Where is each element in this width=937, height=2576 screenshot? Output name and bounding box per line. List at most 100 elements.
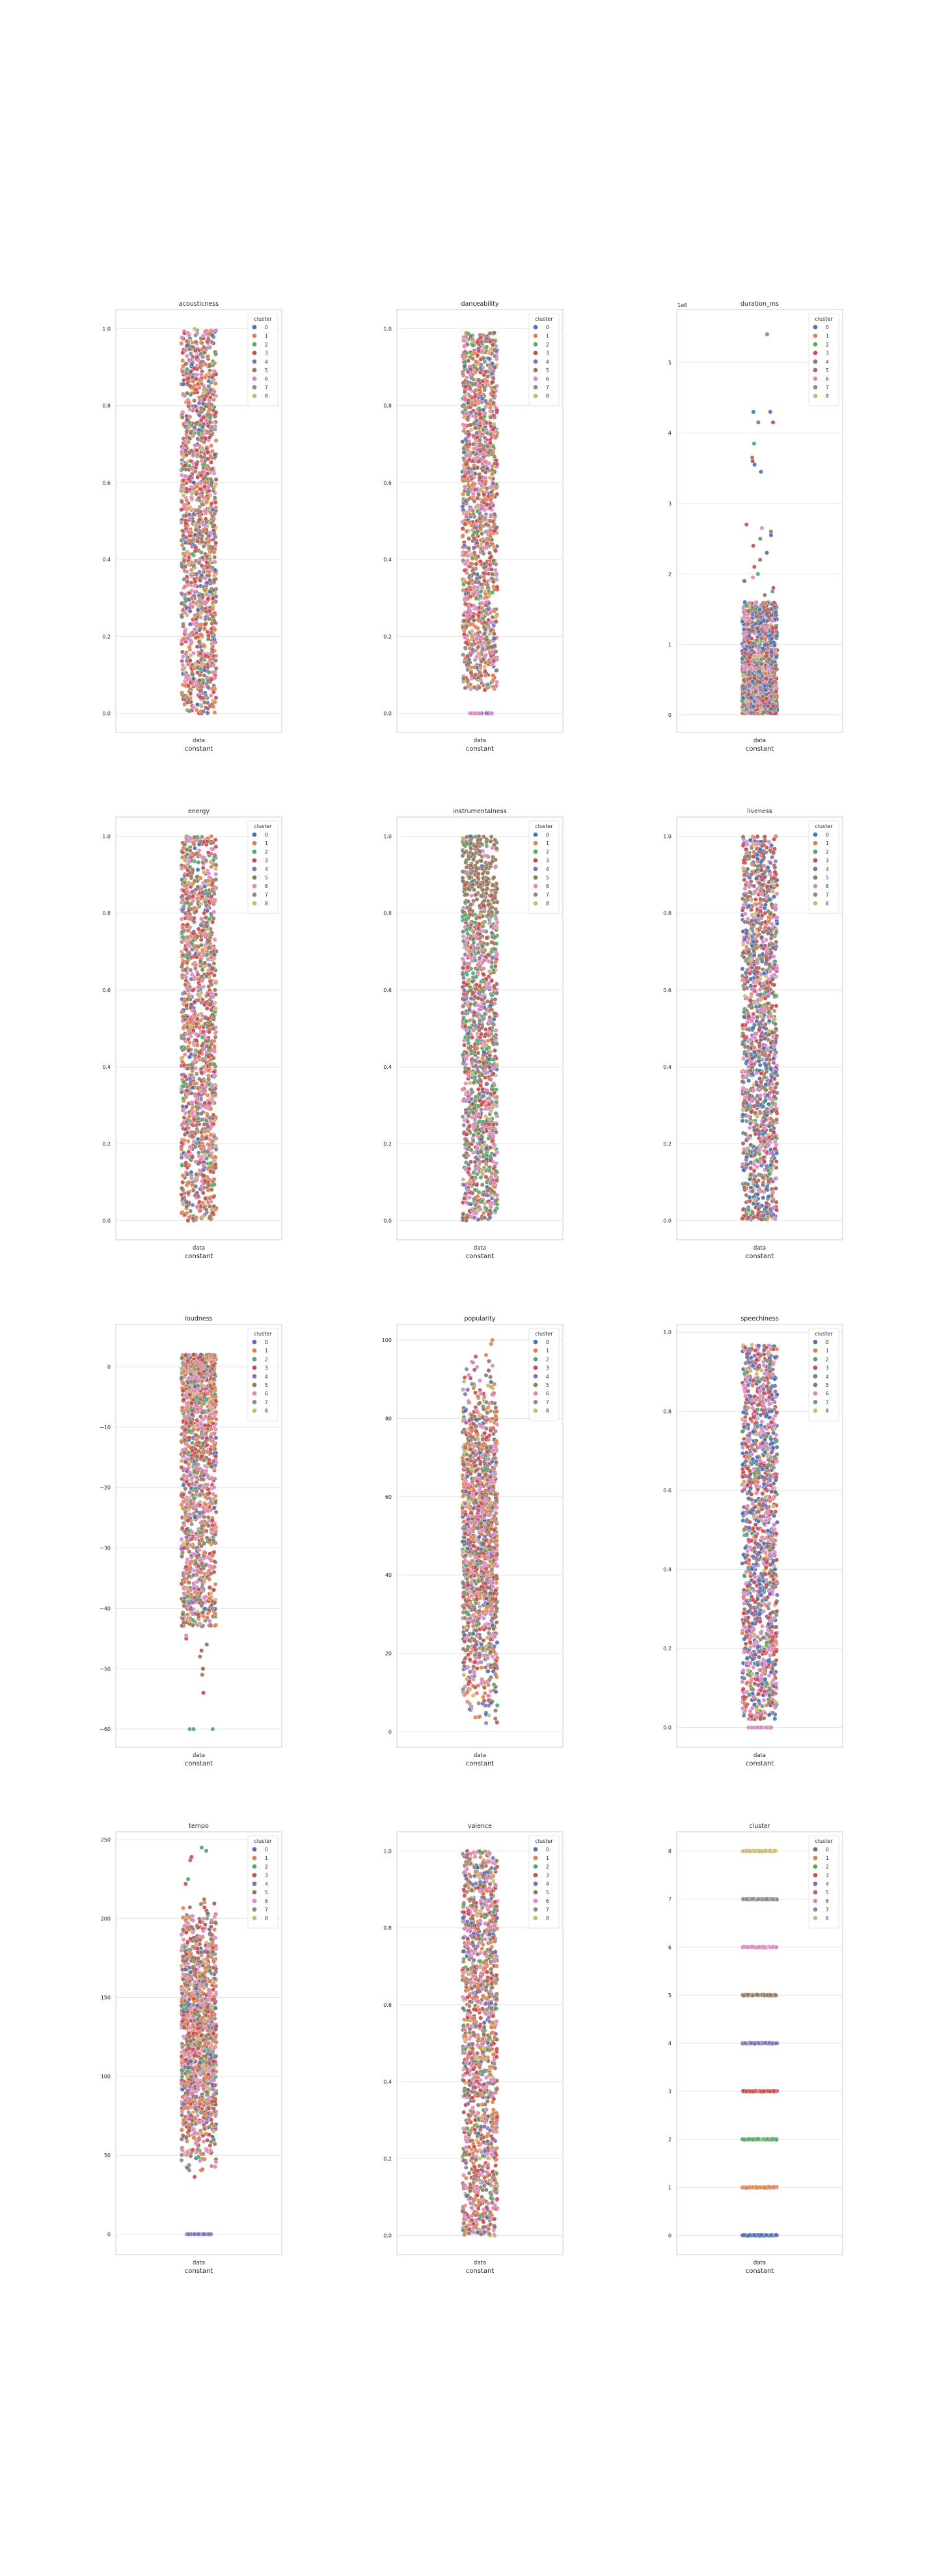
- legend-marker: [252, 333, 257, 338]
- point: [180, 690, 185, 695]
- point: [472, 550, 477, 556]
- point: [482, 578, 487, 583]
- y-tick-label: 0.4: [102, 1064, 111, 1070]
- point: [461, 429, 467, 433]
- point: [179, 601, 184, 606]
- point: [193, 528, 198, 533]
- point: [461, 381, 466, 385]
- point: [748, 710, 754, 716]
- y-tick-label: 0.4: [383, 557, 392, 563]
- point: [195, 484, 199, 489]
- point: [181, 621, 185, 626]
- point: [460, 355, 465, 359]
- point: [467, 585, 472, 589]
- point: [489, 513, 493, 518]
- point: [191, 632, 196, 637]
- point: [772, 643, 777, 648]
- point: [770, 618, 775, 623]
- point: [189, 596, 195, 601]
- point: [185, 1138, 191, 1144]
- point: [483, 652, 489, 658]
- point: [461, 507, 466, 512]
- legend-marker: [813, 385, 818, 390]
- point: [185, 343, 189, 348]
- legend-marker: [813, 359, 818, 364]
- point: [467, 581, 471, 585]
- y-tick-label: 0.4: [102, 557, 111, 563]
- point: [478, 385, 483, 390]
- point: [742, 690, 748, 695]
- point: [483, 517, 487, 522]
- point: [762, 593, 767, 598]
- point: [188, 641, 193, 647]
- point: [205, 710, 210, 716]
- point: [774, 699, 779, 704]
- x-axis-label: constant: [185, 745, 213, 753]
- point: [463, 686, 468, 690]
- point: [491, 394, 496, 399]
- point: [206, 379, 211, 384]
- point: [179, 449, 184, 454]
- point: [206, 337, 211, 342]
- point: [466, 453, 470, 458]
- point: [191, 379, 195, 384]
- point: [487, 331, 493, 336]
- point: [483, 673, 488, 678]
- point: [191, 480, 197, 485]
- point: [464, 512, 469, 517]
- point: [755, 626, 760, 630]
- point: [201, 584, 206, 589]
- point: [183, 592, 188, 597]
- point: [208, 589, 213, 594]
- point: [203, 653, 208, 658]
- point: [491, 558, 496, 563]
- legend-title: cluster: [815, 316, 833, 322]
- point: [200, 555, 205, 560]
- point: [741, 667, 746, 672]
- point: [761, 629, 766, 634]
- legend-label: 3: [826, 351, 829, 356]
- point: [758, 691, 763, 696]
- legend-label: 2: [546, 342, 549, 347]
- point: [186, 403, 191, 409]
- point: [180, 649, 185, 654]
- y-tick-label: 0.6: [102, 987, 111, 993]
- point: [483, 476, 488, 480]
- point: [181, 493, 186, 498]
- point: [205, 345, 210, 351]
- point: [189, 570, 195, 576]
- legend-marker: [533, 342, 538, 347]
- point: [212, 675, 217, 680]
- point: [193, 348, 198, 353]
- point: [763, 654, 768, 659]
- point: [482, 620, 487, 625]
- point: [198, 371, 204, 377]
- legend-marker: [533, 376, 538, 381]
- point: [213, 987, 217, 993]
- point: [768, 409, 773, 414]
- point: [482, 435, 487, 440]
- legend-label: 5: [826, 368, 829, 373]
- legend-label: 7: [265, 384, 268, 390]
- point: [461, 492, 466, 497]
- point: [470, 450, 476, 455]
- point: [480, 531, 484, 536]
- point: [465, 558, 470, 563]
- point: [472, 632, 478, 637]
- point: [762, 642, 767, 647]
- point: [206, 496, 211, 501]
- point: [483, 420, 489, 425]
- point: [493, 562, 498, 567]
- point: [181, 382, 186, 386]
- point: [757, 669, 762, 674]
- point: [472, 499, 477, 503]
- point: [478, 444, 482, 448]
- point: [201, 643, 206, 649]
- point: [202, 673, 207, 678]
- points: [179, 327, 219, 716]
- point: [195, 453, 200, 457]
- point: [186, 555, 191, 560]
- point: [205, 449, 210, 455]
- point: [465, 654, 470, 659]
